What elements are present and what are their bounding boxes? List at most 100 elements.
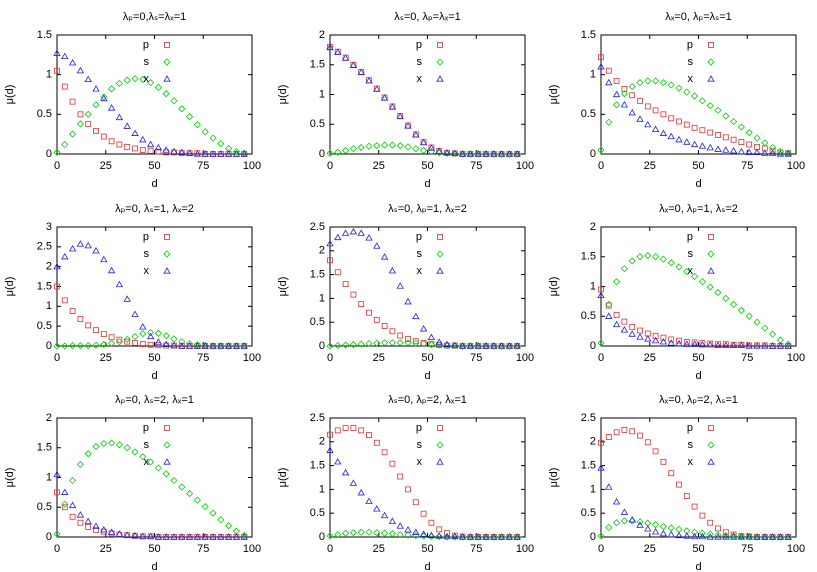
chart-title: λₛ=0, λₚ=1, λₓ=2 bbox=[388, 203, 467, 215]
data-point bbox=[201, 342, 209, 349]
legend-label: x bbox=[417, 73, 423, 85]
legend-label: p bbox=[143, 39, 149, 51]
data-point bbox=[466, 533, 475, 540]
legend-label: s bbox=[688, 56, 694, 68]
data-point bbox=[61, 297, 68, 304]
y-axis-label: μ(d) bbox=[548, 468, 560, 488]
data-point bbox=[209, 150, 217, 157]
data-point bbox=[334, 48, 342, 55]
data-point bbox=[217, 140, 225, 148]
data-point bbox=[147, 341, 154, 348]
data-point bbox=[513, 533, 521, 540]
data-point bbox=[100, 94, 108, 102]
data-point bbox=[621, 426, 628, 433]
data-point bbox=[737, 341, 746, 349]
chart-title: λₛ=0, λₚ=λₓ=1 bbox=[394, 11, 461, 23]
x-tick-label: 25 bbox=[373, 543, 385, 555]
data-point bbox=[644, 439, 651, 446]
data-point bbox=[366, 432, 372, 439]
data-point bbox=[61, 252, 69, 260]
data-point bbox=[621, 318, 628, 325]
data-point bbox=[466, 342, 474, 350]
data-point bbox=[147, 79, 155, 87]
data-point bbox=[76, 460, 84, 468]
x-axis-label: d bbox=[695, 178, 701, 190]
data-point bbox=[451, 149, 459, 157]
data-point bbox=[84, 110, 92, 118]
legend-marker bbox=[164, 234, 170, 240]
data-point bbox=[620, 517, 628, 525]
data-point bbox=[388, 339, 396, 347]
data-point bbox=[513, 342, 521, 350]
data-point bbox=[209, 134, 217, 142]
data-point bbox=[659, 338, 668, 345]
x-tick-label: 0 bbox=[54, 352, 60, 364]
y-tick-label: 1 bbox=[590, 280, 596, 292]
data-point bbox=[753, 134, 761, 142]
data-point bbox=[217, 516, 225, 524]
data-point bbox=[100, 340, 108, 348]
data-point bbox=[396, 282, 404, 289]
data-point bbox=[644, 525, 652, 532]
data-point bbox=[466, 150, 475, 157]
data-point bbox=[451, 149, 459, 157]
data-point bbox=[147, 147, 154, 154]
data-point bbox=[147, 328, 155, 337]
x-tick-label: 100 bbox=[787, 543, 805, 555]
data-point bbox=[185, 533, 194, 540]
data-point bbox=[396, 522, 404, 529]
data-point bbox=[92, 442, 100, 451]
data-point bbox=[405, 335, 411, 342]
data-point bbox=[92, 341, 100, 349]
data-point bbox=[636, 79, 644, 87]
data-point bbox=[730, 531, 737, 538]
y-tick-label: 0 bbox=[46, 148, 52, 160]
data-point bbox=[373, 339, 381, 347]
data-point bbox=[513, 150, 521, 158]
data-point bbox=[597, 291, 605, 299]
data-point bbox=[660, 111, 667, 118]
data-point bbox=[737, 147, 746, 155]
data-point bbox=[341, 468, 350, 476]
data-point bbox=[497, 150, 506, 157]
data-point bbox=[597, 339, 605, 347]
data-point bbox=[637, 97, 643, 104]
data-point bbox=[116, 336, 123, 343]
data-point bbox=[107, 104, 116, 111]
data-point bbox=[628, 83, 636, 91]
data-point bbox=[628, 108, 636, 116]
data-point bbox=[217, 150, 225, 157]
data-point bbox=[108, 334, 115, 341]
data-point bbox=[675, 135, 683, 143]
data-point bbox=[659, 529, 668, 537]
data-point bbox=[93, 327, 99, 334]
data-point bbox=[474, 533, 482, 540]
data-point bbox=[419, 530, 428, 537]
y-tick-label: 2 bbox=[319, 245, 325, 257]
plot-frame bbox=[56, 417, 253, 538]
data-point bbox=[358, 427, 365, 434]
data-point bbox=[490, 150, 498, 157]
data-point bbox=[745, 312, 753, 320]
data-point bbox=[146, 140, 155, 148]
data-point bbox=[326, 239, 334, 247]
y-axis-label: μ(d) bbox=[277, 85, 289, 105]
data-point bbox=[412, 339, 420, 347]
data-point bbox=[154, 464, 162, 472]
plot-frame bbox=[600, 417, 797, 538]
data-point bbox=[186, 113, 194, 121]
data-point bbox=[100, 440, 108, 448]
data-point bbox=[396, 339, 404, 347]
data-point bbox=[93, 526, 99, 533]
y-tick-label: 0.5 bbox=[37, 501, 52, 513]
y-tick-label: 1.5 bbox=[581, 460, 596, 472]
data-point bbox=[342, 146, 350, 154]
data-point bbox=[381, 449, 388, 456]
data-point bbox=[776, 150, 785, 157]
data-point bbox=[698, 529, 706, 537]
data-point bbox=[667, 524, 675, 532]
legend-marker bbox=[437, 234, 443, 240]
data-point bbox=[451, 532, 459, 540]
data-point bbox=[178, 148, 186, 156]
legend-marker bbox=[707, 441, 715, 449]
